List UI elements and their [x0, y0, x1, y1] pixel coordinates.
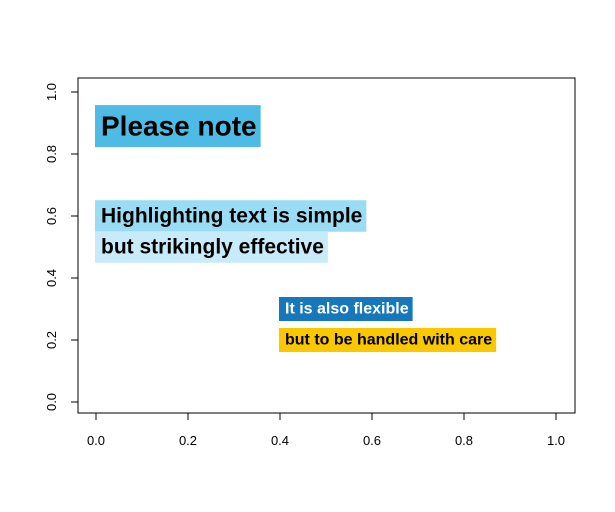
highlight-annotation: but strikingly effective — [95, 231, 328, 263]
annotation-text: Highlighting text is simple — [101, 205, 362, 228]
highlight-box — [95, 200, 367, 232]
annotation-text: Please note — [101, 111, 257, 142]
x-tick-label: 0.2 — [179, 433, 197, 448]
y-tick-label: 0.0 — [44, 393, 59, 411]
highlight-box — [279, 328, 497, 352]
annotation-text: It is also flexible — [285, 301, 409, 318]
y-tick-label: 1.0 — [44, 83, 59, 101]
highlight-annotation: It is also flexible — [279, 297, 413, 321]
highlight-box — [279, 297, 413, 321]
y-tick-label: 0.4 — [44, 269, 59, 287]
x-tick-label: 0.4 — [271, 433, 289, 448]
x-tick-label: 0.8 — [455, 433, 473, 448]
y-tick-label: 0.6 — [44, 207, 59, 225]
y-tick-label: 0.2 — [44, 331, 59, 349]
annotations: Please note Highlighting text is simple bu… — [95, 105, 497, 352]
highlight-annotation: Highlighting text is simple — [95, 200, 367, 232]
highlight-annotation: Please note — [95, 105, 261, 148]
annotation-text: but to be handled with care — [285, 332, 492, 349]
highlight-box — [95, 105, 261, 148]
y-axis: 0.0 0.2 0.4 0.6 0.8 1.0 — [44, 83, 79, 411]
highlight-annotation: but to be handled with care — [279, 328, 497, 352]
x-tick-label: 1.0 — [547, 433, 565, 448]
annotation-text: but strikingly effective — [101, 236, 324, 259]
x-tick-label: 0.0 — [87, 433, 105, 448]
x-tick-label: 0.6 — [363, 433, 381, 448]
x-axis: 0.0 0.2 0.4 0.6 0.8 1.0 — [87, 412, 565, 448]
highlight-box — [95, 231, 328, 263]
y-tick-label: 0.8 — [44, 145, 59, 163]
